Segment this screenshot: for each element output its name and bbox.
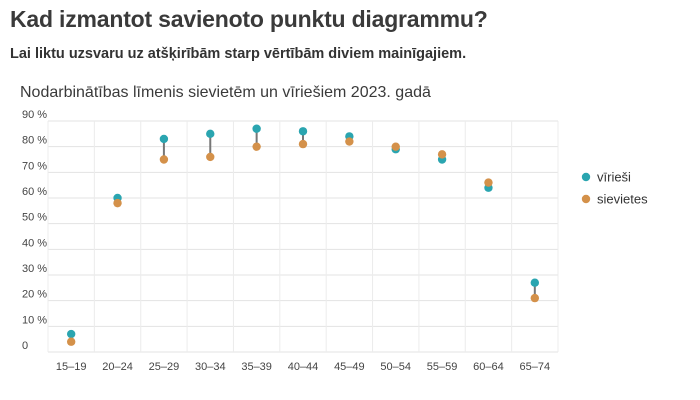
data-point-virie-si <box>66 329 76 339</box>
y-tick-label: 80 % <box>22 135 47 147</box>
x-axis: 15–19 20–24 25–29 30–34 35–39 40–44 45–49 50–54… <box>56 361 550 373</box>
legend: vīrieši sievietes <box>581 170 648 207</box>
page-title: Kad izmantot savienoto punktu diagrammu? <box>10 6 488 32</box>
data-point-sievietes <box>530 293 540 303</box>
chart-title: Nodarbinātības līmenis sievietēm un vīri… <box>20 84 431 101</box>
data-point-sievietes <box>252 142 261 151</box>
y-tick-label: 90 % <box>22 109 47 121</box>
y-tick-label: 10 % <box>22 314 47 326</box>
legend-label: vīrieši <box>597 170 631 185</box>
x-tick-label: 60–64 <box>473 361 504 373</box>
y-tick-label: 30 % <box>22 263 47 275</box>
x-tick-label: 25–29 <box>149 361 180 373</box>
legend-marker <box>581 194 591 204</box>
data-point-virie-si <box>206 129 215 139</box>
legend-label: sievietes <box>597 192 648 207</box>
data-points <box>66 124 540 346</box>
chart-grid <box>47 120 559 353</box>
data-point-sievietes <box>345 137 354 146</box>
x-tick-label: 30–34 <box>195 361 226 373</box>
data-point-sievietes <box>159 155 169 164</box>
x-tick-label: 15–19 <box>56 361 87 373</box>
data-point-sievietes <box>206 152 215 162</box>
y-tick-label: 70 % <box>22 160 47 172</box>
data-point-sievietes <box>437 150 447 159</box>
y-axis: 0 10 % 20 % 30 % 40 % 50 % 60 % 70 % 80 % 90 % <box>22 109 47 352</box>
data-point-sievietes <box>391 142 400 151</box>
data-point-sievietes <box>66 337 76 346</box>
y-tick-label: 50 % <box>22 212 47 224</box>
data-point-sievietes <box>298 139 308 149</box>
data-point-virie-si <box>252 124 261 133</box>
x-tick-label: 35–39 <box>241 361 272 373</box>
x-tick-label: 20–24 <box>102 361 133 373</box>
y-tick-label: 40 % <box>22 237 47 249</box>
x-tick-label: 45–49 <box>334 361 365 373</box>
data-point-virie-si <box>159 134 169 144</box>
y-tick-label: 20 % <box>22 289 47 301</box>
x-tick-label: 55–59 <box>427 361 458 373</box>
data-point-virie-si <box>530 278 540 287</box>
x-tick-label: 40–44 <box>288 361 319 373</box>
x-tick-label: 50–54 <box>380 361 411 373</box>
data-point-sievietes <box>484 178 493 187</box>
page-subtitle: Lai liktu uzsvaru uz atšķirībām starp vē… <box>10 46 467 62</box>
legend-marker <box>581 172 591 182</box>
y-tick-label: 60 % <box>22 186 47 198</box>
data-point-sievietes <box>113 198 122 208</box>
x-tick-label: 65–74 <box>520 361 551 373</box>
y-tick-label: 0 <box>22 340 28 352</box>
data-point-virie-si <box>298 127 308 136</box>
